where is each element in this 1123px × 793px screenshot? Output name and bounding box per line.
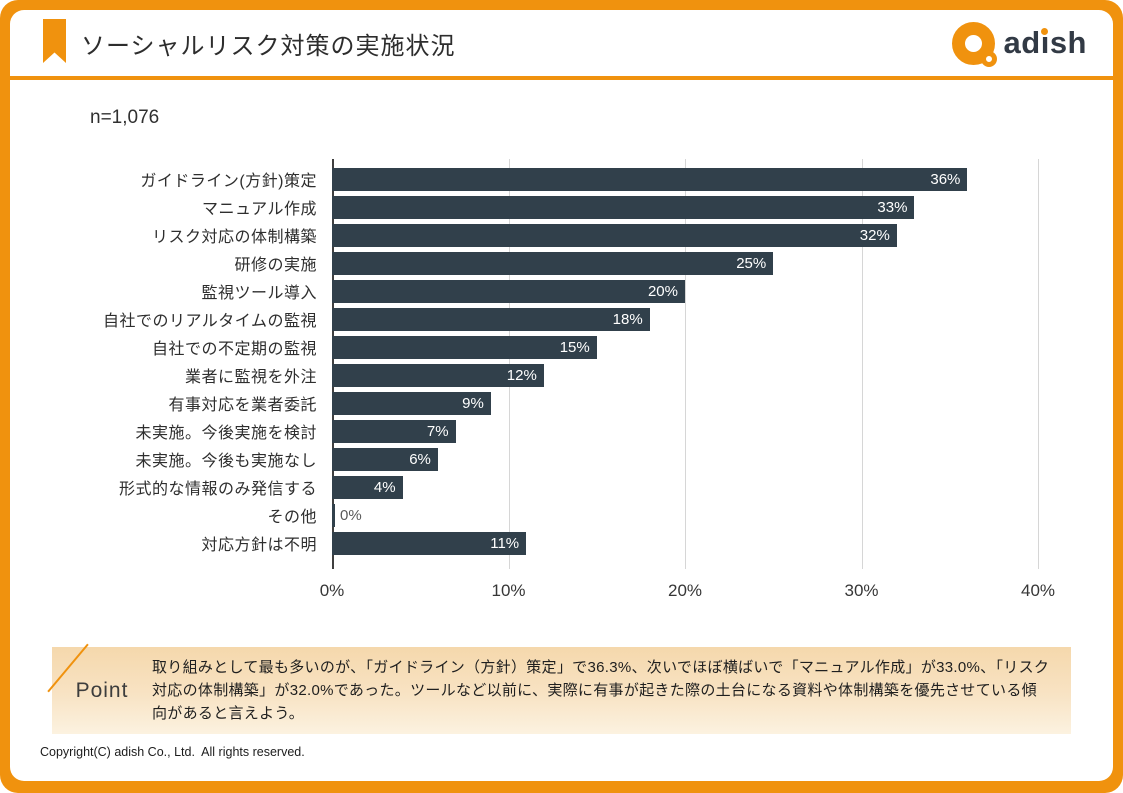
category-label: 未実施。今後実施を検討 <box>135 425 317 442</box>
x-tick-label: 0% <box>319 581 345 600</box>
category-label: 研修の実施 <box>234 257 317 274</box>
bar-chart: ガイドライン(方針)策定マニュアル作成リスク対応の体制構築研修の実施監視ツール導… <box>38 159 1039 569</box>
sample-size-label: n=1,076 <box>90 107 160 128</box>
bar: 20% <box>332 279 685 303</box>
logo-sub-circle <box>980 50 997 67</box>
bar-value-label: 6% <box>409 450 431 468</box>
bar: 25% <box>332 251 774 275</box>
bar <box>332 503 335 527</box>
bar-row: 12% <box>332 361 1038 389</box>
bar-value-label: 25% <box>736 254 767 272</box>
x-tick-label: 20% <box>667 581 703 600</box>
category-label: ガイドライン(方針)策定 <box>140 173 317 190</box>
x-tick-label: 30% <box>844 581 879 600</box>
bar: 6% <box>332 447 438 471</box>
bar-value-label: 33% <box>877 198 908 216</box>
adish-logo-icon <box>951 21 997 67</box>
slide-card: ソーシャルリスク対策の実施状況 adish n=1,076 ガイドライン(方針)… <box>10 10 1113 781</box>
logo-i-dot <box>1040 28 1048 35</box>
bookmark-icon <box>43 19 66 63</box>
bar-row: 25% <box>332 249 1038 277</box>
category-label: 業者に監視を外注 <box>184 369 317 386</box>
x-axis: 0% 10% 20% 30% 40% <box>320 575 1055 603</box>
bar-value-label: 4% <box>373 478 396 496</box>
bar-row: 15% <box>332 333 1038 361</box>
category-label: 監視ツール導入 <box>201 285 317 302</box>
bar-value-label: 18% <box>612 310 643 328</box>
category-label: 有事対応を業者委託 <box>168 397 317 414</box>
bar: 18% <box>332 307 650 331</box>
bar-row: 11% <box>332 529 1038 557</box>
category-label: リスク対応の体制構築 <box>151 229 317 246</box>
bar: 4% <box>332 475 403 499</box>
category-label: 未実施。今後も実施なし <box>135 453 317 470</box>
category-label: その他 <box>267 509 317 526</box>
bar: 11% <box>332 531 527 555</box>
bar: 36% <box>332 167 968 191</box>
bar-value-label: 15% <box>559 338 590 356</box>
header: ソーシャルリスク対策の実施状況 adish <box>10 10 1113 80</box>
bar: 9% <box>332 391 491 415</box>
bar: 15% <box>332 335 597 359</box>
bar-row: 18% <box>332 305 1038 333</box>
point-callout: Point 取り組みとして最も多いのが、「ガイドライン（方針）策定」で36.3%… <box>47 643 1071 734</box>
gridline <box>1038 159 1039 569</box>
bar-value-label: 7% <box>426 422 449 440</box>
bar: 33% <box>332 195 915 219</box>
gridline <box>685 159 686 569</box>
page-title: ソーシャルリスク対策の実施状況 <box>81 32 456 60</box>
bar-value-label: 12% <box>506 366 537 384</box>
bar-row: 4% <box>332 473 1038 501</box>
category-label: 自社でのリアルタイムの監視 <box>102 313 317 330</box>
bar-row: 9% <box>332 389 1038 417</box>
category-label: 自社での不定期の監視 <box>151 341 317 358</box>
bar-value-label: 32% <box>859 226 890 244</box>
bar: 32% <box>332 223 897 247</box>
x-tick-label: 40% <box>1020 581 1056 600</box>
point-text: 取り組みとして最も多いのが、「ガイドライン（方針）策定」で36.3%、次いでほぼ… <box>152 659 1050 722</box>
bar-value-label: 9% <box>462 394 484 412</box>
bar-value-label: 36% <box>930 170 961 188</box>
bar: 12% <box>332 363 544 387</box>
adish-logo: adish <box>951 21 1087 67</box>
category-label: 対応方針は不明 <box>201 537 317 554</box>
bar-value-label: 11% <box>490 534 520 552</box>
bar-row: 32% <box>332 221 1038 249</box>
category-label: マニュアル作成 <box>201 201 317 218</box>
bar-row: 7% <box>332 417 1038 445</box>
point-label: Point <box>75 678 129 702</box>
bar-value-label: 0% <box>340 506 362 524</box>
bar-row: 20% <box>332 277 1038 305</box>
plot-area: 36% 33% 32% 25% 20% 18% 15% 12% 9% 7% 6% 4% 0% 11% <box>332 159 1039 569</box>
bar-value-label: 20% <box>647 282 678 300</box>
logo-text: adish <box>1004 25 1087 61</box>
bar-row: 6% <box>332 445 1038 473</box>
copyright-text: Copyright(C) adish Co., Ltd. All rights … <box>40 745 305 759</box>
category-labels-column: ガイドライン(方針)策定マニュアル作成リスク対応の体制構築研修の実施監視ツール導… <box>38 159 332 569</box>
bar-row: 33% <box>332 193 1038 221</box>
bar-row: 0% <box>332 501 1038 529</box>
bar-row: 36% <box>332 165 1038 193</box>
bar: 7% <box>332 419 456 443</box>
x-tick-label: 10% <box>491 581 526 600</box>
category-label: 形式的な情報のみ発信する <box>118 481 317 498</box>
gridline <box>861 159 863 569</box>
